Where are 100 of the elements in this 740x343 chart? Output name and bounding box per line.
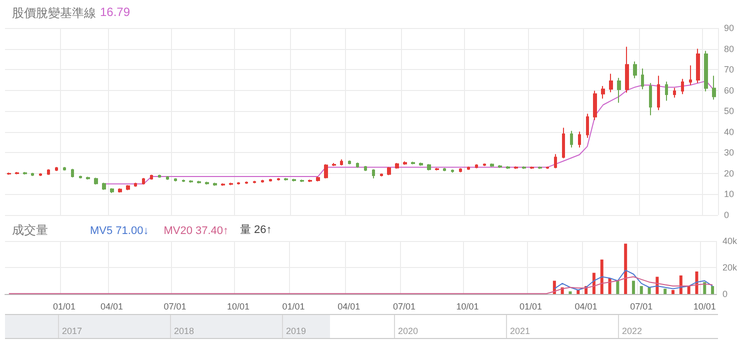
candlestick [142, 178, 145, 185]
candlestick [689, 64, 692, 86]
range-slider: 2017 2018 2019 2020 2021 2022 [5, 314, 718, 339]
candlestick [649, 82, 652, 116]
candlestick [213, 182, 217, 186]
candlestick [277, 178, 280, 182]
candlestick [253, 180, 256, 184]
y-tick-label: 0 [724, 210, 730, 220]
y-tick-label: 20 [724, 168, 734, 178]
candlestick [712, 75, 716, 100]
candlestick [39, 172, 42, 176]
candlestick [617, 77, 621, 104]
candlestick [443, 168, 446, 172]
candlestick [554, 154, 557, 169]
bar [648, 287, 651, 294]
bar [576, 290, 580, 294]
bar [687, 286, 690, 294]
candlestick [498, 164, 502, 168]
candlestick [704, 50, 708, 92]
x-tick-label: 07/01 [392, 302, 416, 312]
candlestick [395, 162, 399, 170]
y-tick-label: 40k [722, 236, 738, 246]
candlestick [197, 180, 201, 184]
candlestick [316, 176, 320, 182]
chart-title: 成交量 [12, 222, 48, 239]
x-tick-label: 04/01 [100, 302, 123, 312]
candlestick [696, 48, 700, 84]
candlestick [625, 46, 629, 94]
y-tick-label: 70 [724, 64, 734, 75]
line-series [104, 80, 715, 184]
candlestick [562, 127, 565, 159]
candlestick [23, 171, 27, 175]
candlestick [166, 176, 169, 180]
candlestick [150, 174, 153, 180]
candlestick [174, 178, 177, 182]
candlestick [86, 176, 90, 180]
candlestick [601, 85, 605, 100]
y-tick-label: 10 [724, 189, 734, 200]
candlestick [530, 166, 534, 170]
candlestick [31, 172, 34, 176]
candlestick [570, 130, 573, 148]
candlestick [641, 68, 644, 90]
candlestick [118, 188, 122, 194]
candlestick [158, 174, 161, 178]
bar [624, 244, 628, 294]
candlestick [467, 166, 470, 170]
candlestick [332, 162, 336, 166]
candlestick [372, 168, 375, 179]
candlestick [586, 113, 589, 138]
candlestick [189, 180, 193, 184]
candlestick [419, 162, 423, 166]
text: MV5 71.00↓ [90, 225, 149, 237]
candlestick [15, 171, 19, 175]
bar [600, 260, 604, 294]
candlestick [340, 158, 343, 166]
bar [632, 280, 635, 294]
candlestick [284, 178, 288, 182]
candlestick [609, 73, 613, 93]
candlestick [308, 179, 312, 182]
candlestick [94, 177, 98, 185]
candlestick [71, 168, 74, 178]
candlestick [261, 179, 264, 184]
x-tick-label: 10/01 [226, 302, 250, 312]
line-series [554, 270, 714, 291]
bar [672, 290, 675, 294]
y-tick-label: 20k [722, 262, 738, 272]
bar [640, 286, 643, 294]
candlestick [578, 131, 581, 148]
candlestick [63, 166, 66, 172]
candlestick [506, 166, 510, 170]
line-series [8, 276, 714, 294]
x-tick-label: 04/01 [338, 302, 360, 312]
y-tick-label: 0 [722, 289, 728, 299]
x-tick-label: 01/01 [519, 302, 542, 312]
candlestick [380, 172, 383, 177]
x-tick-label: 01/01 [53, 302, 76, 312]
candlestick [490, 162, 494, 168]
candlestick [110, 188, 114, 194]
candlestick [269, 178, 272, 182]
y-tick-label: 30 [724, 148, 734, 158]
candlestick [134, 182, 137, 188]
x-tick-label: 07/01 [630, 302, 653, 312]
y-tick-label: 40 [724, 126, 734, 137]
bar [664, 288, 667, 294]
y-tick-label: 50 [724, 106, 734, 116]
candlestick [451, 168, 454, 174]
candlestick [245, 181, 248, 184]
candlestick [356, 162, 359, 168]
candlestick [657, 75, 660, 111]
candlestick [538, 166, 542, 170]
candlestick [182, 179, 185, 182]
text: 量 26↑ [240, 223, 272, 237]
text: MV20 37.40↑ [164, 225, 229, 237]
candlestick [364, 165, 367, 172]
candlestick [55, 166, 58, 172]
candlestick [292, 178, 296, 182]
candlestick [522, 166, 526, 170]
candlestick [483, 162, 486, 166]
candlestick [435, 168, 439, 171]
chart-title: 股價脫變基準線 [12, 5, 96, 22]
